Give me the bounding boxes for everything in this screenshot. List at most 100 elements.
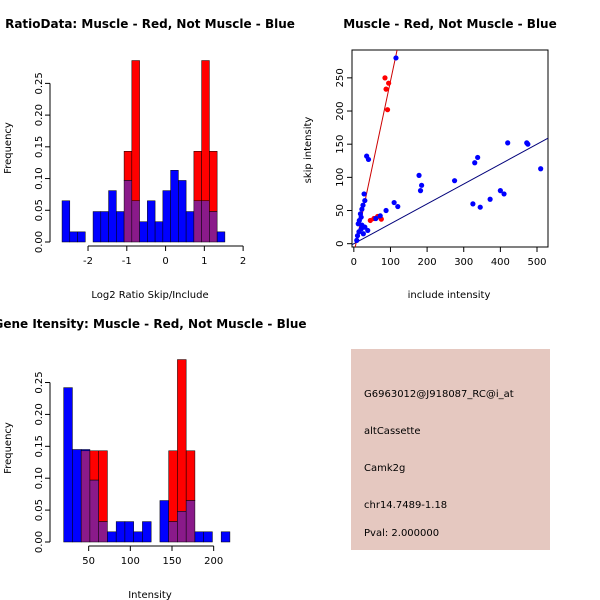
y-tick-label: 0.15 xyxy=(34,136,45,158)
blue-bar xyxy=(108,190,117,243)
red-point xyxy=(367,217,373,224)
x-tick-label: 0 xyxy=(351,257,357,268)
x-tick-label: 0 xyxy=(162,256,168,267)
red-bar xyxy=(123,151,133,181)
blue-bar xyxy=(220,531,231,543)
ratio-histogram-ylabel: Frequency xyxy=(3,122,14,174)
x-tick-label: 100 xyxy=(121,556,140,567)
blue-bar xyxy=(133,531,143,543)
y-tick-label: 0.15 xyxy=(34,435,45,457)
y-tick-label: 0.20 xyxy=(34,104,45,126)
overlap-bar xyxy=(209,211,218,243)
y-tick-label: 0.00 xyxy=(34,231,45,253)
red-bar xyxy=(201,60,210,202)
x-tick-label: 200 xyxy=(418,257,437,268)
blue-bar xyxy=(61,200,71,243)
blue-point xyxy=(538,166,544,172)
p-value: Pval: 2.000000 xyxy=(364,528,439,539)
blue-point xyxy=(361,191,367,197)
blue-bar xyxy=(159,500,169,543)
blue-point xyxy=(487,196,493,202)
ratio-histogram: RatioData: Muscle - Red, Not Muscle - Bl… xyxy=(3,17,295,301)
intensity-scatter-xlabel: include intensity xyxy=(408,290,491,301)
y-tick-label: 250 xyxy=(335,68,346,87)
overlap-bar xyxy=(89,479,99,543)
blue-bar xyxy=(69,231,78,243)
blue-bar xyxy=(63,387,73,543)
regression-line xyxy=(352,137,548,246)
y-tick-label: 0.25 xyxy=(34,72,45,94)
blue-point xyxy=(359,206,365,212)
blue-bar xyxy=(216,231,226,243)
x-tick-label: -2 xyxy=(83,256,93,267)
blue-bar xyxy=(116,211,125,243)
intensity-scatter: Muscle - Red, Not Muscle - Blue 0 100 200 3… xyxy=(303,17,557,301)
y-tick-label: 0.10 xyxy=(34,467,45,489)
y-tick-label: 50 xyxy=(335,204,346,217)
blue-bar xyxy=(162,190,171,243)
event-type: altCassette xyxy=(364,426,421,437)
blue-bar xyxy=(124,521,134,543)
blue-bar xyxy=(178,180,187,243)
blue-point xyxy=(395,203,401,210)
blue-bar xyxy=(139,221,148,243)
red-bar xyxy=(209,151,218,212)
blue-point xyxy=(525,141,531,147)
gene-intensity-histogram: Gene Itensity: Muscle - Red, Not Muscle … xyxy=(0,317,307,600)
y-tick-label: 0.05 xyxy=(34,499,45,521)
blue-bar xyxy=(142,521,152,543)
y-tick-label: 0.10 xyxy=(34,167,45,189)
red-point xyxy=(383,86,389,92)
overlap-bar xyxy=(123,180,133,243)
blue-bar xyxy=(185,211,195,243)
blue-bar xyxy=(154,221,164,243)
ratio-histogram-xlabel: Log2 Ratio Skip/Include xyxy=(91,290,208,301)
gene-intensity-title: Gene Itensity: Muscle - Red, Not Muscle … xyxy=(0,317,307,331)
red-point xyxy=(382,75,388,81)
blue-bar xyxy=(107,531,117,543)
red-bar xyxy=(168,450,178,522)
gene-intensity-ylabel: Frequency xyxy=(3,422,14,474)
red-point xyxy=(386,80,392,86)
x-tick-label: 500 xyxy=(527,257,546,268)
gene-intensity-xlabel: Intensity xyxy=(128,590,172,600)
blue-point xyxy=(505,140,511,146)
blue-point xyxy=(373,215,379,222)
gene-name: Camk2g xyxy=(364,463,405,474)
blue-point xyxy=(391,199,397,206)
y-tick-label: 0.00 xyxy=(34,531,45,553)
x-tick-label: -1 xyxy=(122,256,132,267)
x-tick-label: 200 xyxy=(204,556,223,567)
y-tick-label: 100 xyxy=(335,168,346,187)
blue-bar xyxy=(203,531,213,543)
regression-line xyxy=(354,50,398,247)
scatter-plot-box xyxy=(351,49,549,248)
overlap-bar xyxy=(168,521,178,543)
blue-point xyxy=(501,191,507,197)
blue-bar xyxy=(194,531,204,543)
blue-point xyxy=(354,233,361,239)
overlap-bar xyxy=(80,450,91,543)
red-bar xyxy=(98,450,108,522)
overlap-bar xyxy=(177,511,187,543)
blue-point xyxy=(360,231,366,237)
x-tick-label: 150 xyxy=(162,556,181,567)
blue-point xyxy=(416,172,422,178)
blue-point xyxy=(360,202,366,208)
blue-point xyxy=(377,213,383,219)
x-tick-label: 2 xyxy=(240,256,246,267)
blue-point xyxy=(451,178,458,184)
y-tick-label: 0 xyxy=(335,240,346,246)
red-point xyxy=(384,107,391,113)
overlap-bar xyxy=(185,500,196,543)
blue-point xyxy=(470,201,476,207)
x-tick-label: 1 xyxy=(201,256,207,267)
blue-point xyxy=(393,55,399,61)
x-tick-label: 300 xyxy=(454,257,473,268)
red-bar xyxy=(177,359,187,512)
info-panel: G6963012@J918087_RC@i_at altCassette Cam… xyxy=(351,349,550,550)
x-tick-label: 100 xyxy=(381,257,400,268)
red-bar xyxy=(89,450,99,481)
